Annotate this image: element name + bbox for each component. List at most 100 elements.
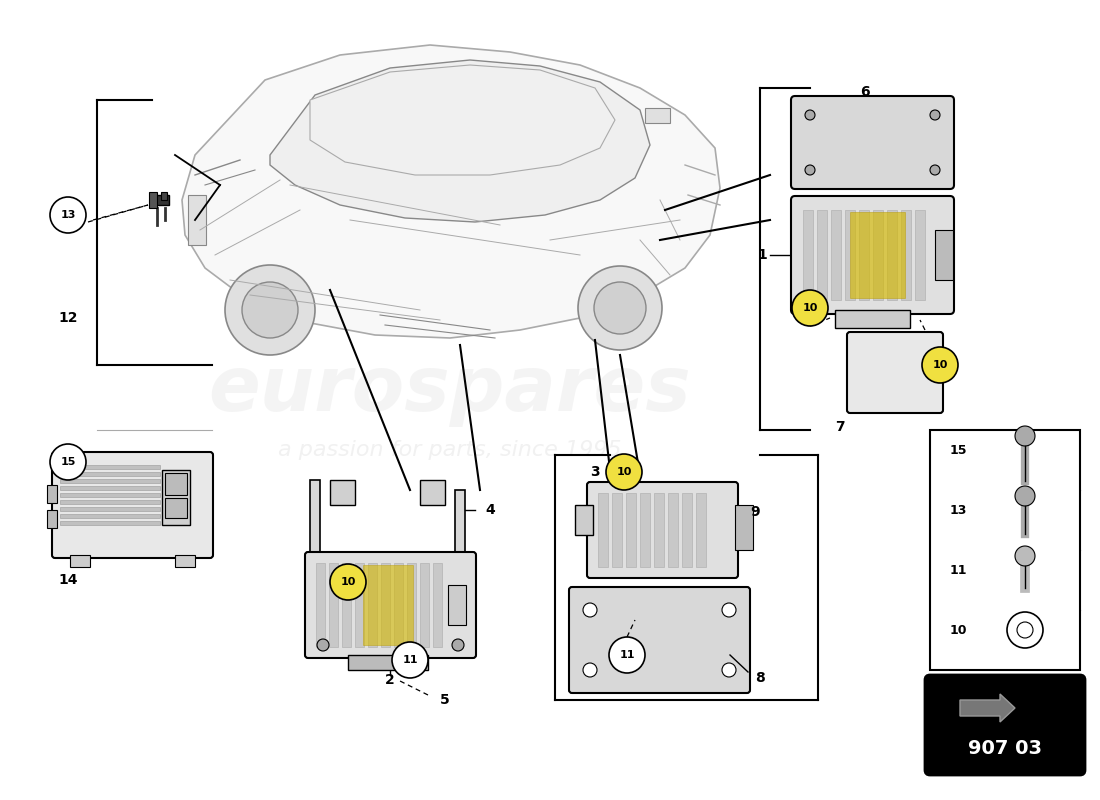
Text: 8: 8 <box>755 671 764 685</box>
Polygon shape <box>960 694 1015 722</box>
Bar <box>310 480 320 570</box>
Circle shape <box>50 197 86 233</box>
Bar <box>60 486 160 490</box>
Circle shape <box>392 642 428 678</box>
Circle shape <box>805 110 815 120</box>
Bar <box>60 514 160 518</box>
Bar <box>682 493 692 567</box>
Circle shape <box>583 603 597 617</box>
Bar <box>407 563 416 647</box>
Text: 4: 4 <box>485 503 495 517</box>
Circle shape <box>792 290 828 326</box>
FancyBboxPatch shape <box>847 332 943 413</box>
Text: 11: 11 <box>403 655 418 665</box>
Text: 10: 10 <box>802 303 817 313</box>
Text: 6: 6 <box>860 85 870 99</box>
Bar <box>915 210 925 300</box>
Bar <box>60 479 160 483</box>
Circle shape <box>609 637 645 673</box>
Text: eurospares: eurospares <box>209 353 692 427</box>
Text: 9: 9 <box>750 505 760 519</box>
Text: 15: 15 <box>60 457 76 467</box>
FancyBboxPatch shape <box>305 552 476 658</box>
Bar <box>830 210 842 300</box>
FancyBboxPatch shape <box>791 96 954 189</box>
Bar <box>188 195 206 245</box>
Bar <box>930 430 1080 670</box>
Circle shape <box>583 663 597 677</box>
Bar <box>735 505 754 550</box>
Bar <box>394 563 403 647</box>
Circle shape <box>317 639 329 651</box>
Polygon shape <box>182 45 720 338</box>
Text: 907 03: 907 03 <box>968 738 1042 758</box>
Circle shape <box>452 639 464 651</box>
Bar <box>817 210 827 300</box>
Circle shape <box>50 444 86 480</box>
Bar <box>148 192 157 208</box>
Bar <box>575 505 593 535</box>
Circle shape <box>1015 546 1035 566</box>
Bar <box>60 500 160 504</box>
Bar <box>654 493 664 567</box>
Text: 11: 11 <box>950 563 968 577</box>
FancyBboxPatch shape <box>791 196 954 314</box>
Text: 10: 10 <box>340 577 355 587</box>
Bar <box>887 210 896 300</box>
Bar <box>310 560 465 572</box>
Circle shape <box>242 282 298 338</box>
Text: 2: 2 <box>385 673 395 687</box>
Bar <box>60 493 160 497</box>
Circle shape <box>930 110 940 120</box>
Bar <box>668 493 678 567</box>
Bar <box>612 493 621 567</box>
Circle shape <box>1006 612 1043 648</box>
Text: 3: 3 <box>591 465 600 479</box>
Bar <box>696 493 706 567</box>
Polygon shape <box>310 65 615 175</box>
Bar <box>329 563 338 647</box>
Bar <box>935 230 953 280</box>
Text: 14: 14 <box>58 573 78 587</box>
Bar <box>803 210 813 300</box>
Circle shape <box>1015 486 1035 506</box>
Bar <box>60 472 160 476</box>
Circle shape <box>578 266 662 350</box>
Bar <box>448 585 466 625</box>
Bar <box>60 507 160 511</box>
Bar <box>626 493 636 567</box>
Bar <box>153 195 169 205</box>
Circle shape <box>930 165 940 175</box>
Bar <box>433 563 442 647</box>
Bar <box>165 473 187 495</box>
Bar <box>850 212 905 298</box>
FancyBboxPatch shape <box>52 452 213 558</box>
Text: 10: 10 <box>616 467 631 477</box>
Circle shape <box>722 663 736 677</box>
Bar <box>901 210 911 300</box>
Bar <box>348 655 428 670</box>
Bar <box>363 565 412 645</box>
Bar <box>420 563 429 647</box>
Bar <box>859 210 869 300</box>
Bar <box>645 108 670 123</box>
Bar <box>165 498 187 518</box>
Polygon shape <box>270 60 650 222</box>
FancyBboxPatch shape <box>569 587 750 693</box>
Bar <box>342 563 351 647</box>
Circle shape <box>330 564 366 600</box>
Bar <box>420 480 446 505</box>
Text: 15: 15 <box>950 443 968 457</box>
Bar <box>598 493 608 567</box>
Bar <box>161 192 167 200</box>
Circle shape <box>1018 622 1033 638</box>
Bar <box>316 563 324 647</box>
Bar <box>60 521 160 525</box>
Text: 5: 5 <box>440 693 450 707</box>
Bar <box>175 555 195 567</box>
Circle shape <box>606 454 642 490</box>
Bar <box>60 465 160 469</box>
Bar <box>330 480 355 505</box>
Bar <box>162 470 190 525</box>
Circle shape <box>1015 426 1035 446</box>
